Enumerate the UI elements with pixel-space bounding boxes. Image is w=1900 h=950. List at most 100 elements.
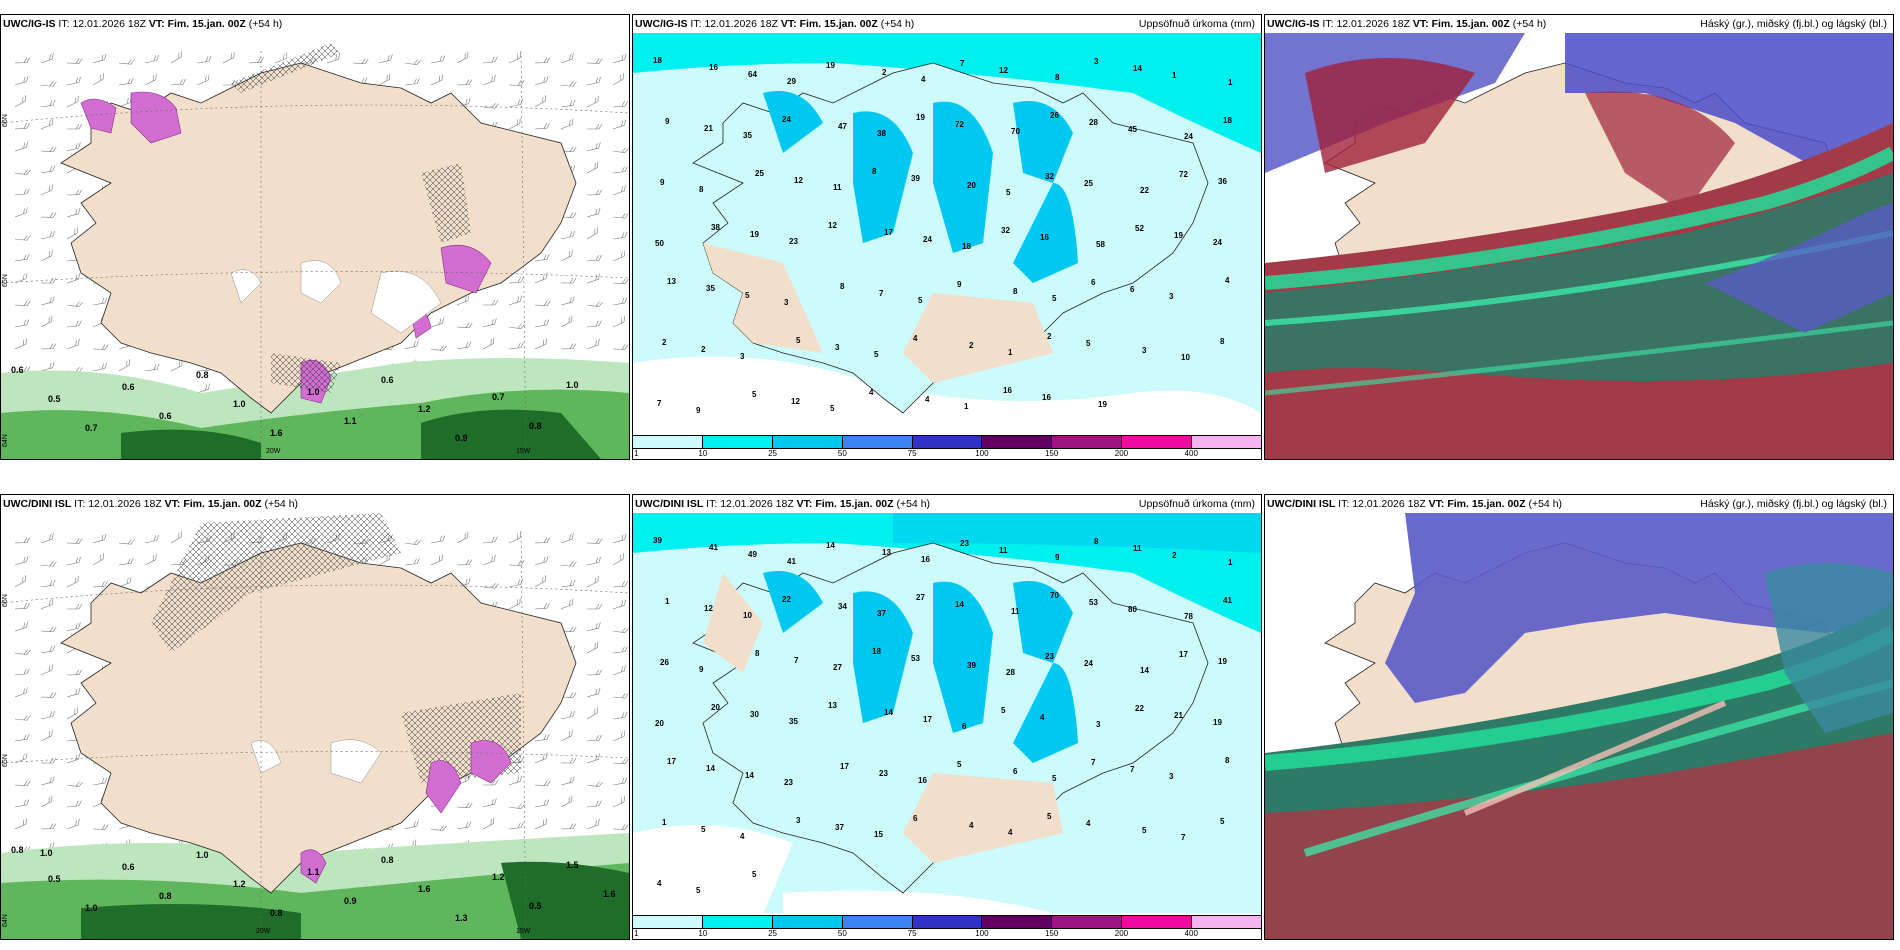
precip-value: 14 (826, 541, 835, 550)
precip-value: 10 (1181, 353, 1190, 362)
wind-barb (14, 338, 27, 350)
precip-value: 24 (1084, 659, 1093, 668)
precip-value: 35 (743, 131, 752, 140)
precip-value: 4 (913, 334, 918, 343)
wind-barb (14, 235, 31, 241)
wind-barb (170, 78, 186, 86)
wind-barb (66, 95, 79, 108)
colorbar-tick: 25 (768, 929, 777, 938)
wind-barb (612, 693, 629, 699)
colorbar-ticks: 1 10 25 50 75 100 150 200 400 (633, 449, 1261, 459)
wind-barb (508, 323, 525, 329)
wind-barb (14, 715, 31, 721)
precip-value: 4 (1225, 276, 1230, 285)
cloud-map-svg (1265, 33, 1893, 459)
wind-barb (586, 669, 603, 676)
wind-barb (612, 185, 626, 196)
precip-value: 7 (1181, 833, 1186, 842)
wind-barb (482, 103, 499, 109)
wind-barb (483, 299, 499, 306)
wind-barb (41, 277, 57, 284)
precip-value: 45 (1128, 125, 1137, 134)
wind-barb (534, 95, 546, 108)
wind-barb (612, 711, 628, 720)
wind-barb (456, 821, 472, 830)
wind-barb (612, 824, 629, 830)
precip-value: 39 (967, 661, 976, 670)
wind-barb (14, 122, 30, 130)
wind-barb (196, 74, 210, 86)
colorbar-cell (772, 436, 843, 448)
precip-value: 1 (662, 818, 667, 827)
wind-barb (66, 189, 83, 196)
wind-barb (92, 53, 107, 64)
precip-value: 5 (696, 886, 701, 895)
precip-value: 1 (1008, 348, 1013, 357)
wind-barb (560, 776, 575, 786)
precip-value: 32 (1001, 226, 1010, 235)
wind-barb (587, 123, 603, 130)
wind-barb (40, 533, 54, 544)
wind-barb (118, 539, 135, 545)
wind-barb (66, 669, 83, 676)
precip-value: 2 (1047, 332, 1052, 341)
wind-barb (508, 80, 525, 86)
precip-map-svg: 3941494114131623119811211121022343727141… (633, 513, 1261, 939)
gust-value: 1.2 (492, 872, 505, 882)
precip-value: 32 (1045, 172, 1054, 181)
precip-value: 5 (1142, 826, 1147, 835)
wind-barb (561, 757, 577, 764)
wind-barb (534, 733, 550, 742)
wind-map: 66N 65N 64N 20W 15W 0.8 0.5 1.0 0.6 0.8 1.0 1.… (1, 513, 629, 939)
wind-barb (144, 73, 157, 86)
wind-barb (92, 344, 109, 350)
precip-value: 16 (918, 776, 927, 785)
lat-label: 66N (2, 114, 9, 127)
wind-barb (560, 53, 574, 64)
precip-value: 72 (1179, 170, 1188, 179)
wind-barb (534, 300, 551, 307)
wind-barb (40, 776, 55, 786)
gust-value: 1.6 (603, 889, 616, 899)
precip-value: 5 (830, 404, 835, 413)
gust-value: 0.6 (381, 375, 394, 385)
colorbar-cell (1192, 436, 1261, 448)
wind-barb (612, 231, 628, 240)
gust-value: 0.6 (11, 365, 24, 375)
precip-value: 5 (796, 336, 801, 345)
wind-barb (66, 781, 83, 787)
precip-value: 7 (657, 399, 662, 408)
wind-barb (118, 77, 134, 86)
gust-value: 1.1 (307, 867, 320, 877)
colorbar-cells (633, 915, 1261, 929)
wind-barb (612, 796, 625, 808)
precip-value: 19 (916, 113, 925, 122)
precip-value: 36 (1218, 177, 1227, 186)
precip-value: 18 (653, 56, 662, 65)
precip-value: 5 (1052, 294, 1057, 303)
wind-barb (586, 207, 601, 218)
precip-value: 20 (967, 181, 976, 190)
colorbar-tick: 50 (837, 449, 847, 458)
wind-map: 66N 65N 64N 20W 15W 0.6 0.5 0.7 0.6 0.6 0.8 1.… (1, 33, 629, 459)
precip-value: 23 (784, 778, 793, 787)
wind-barb (66, 556, 81, 566)
wind-barb (612, 213, 629, 219)
precip-value: 6 (1013, 767, 1018, 776)
wind-barb (508, 52, 521, 64)
wind-barb (560, 118, 574, 130)
wind-barb (66, 207, 81, 218)
precip-value: 10 (743, 611, 752, 620)
colorbar-cell (772, 916, 843, 928)
gust-value: 1.6 (418, 884, 431, 894)
wind-barb (14, 780, 31, 787)
wind-barb (430, 825, 447, 831)
precip-value: 80 (1128, 605, 1137, 614)
precip-value: 12 (794, 176, 803, 185)
wind-barb (14, 621, 29, 632)
cloud-map (1265, 513, 1893, 939)
colorbar-tick: 400 (1184, 449, 1198, 458)
precip-value: 9 (957, 280, 962, 289)
wind-barb (482, 536, 498, 544)
wind-barb (612, 73, 624, 86)
